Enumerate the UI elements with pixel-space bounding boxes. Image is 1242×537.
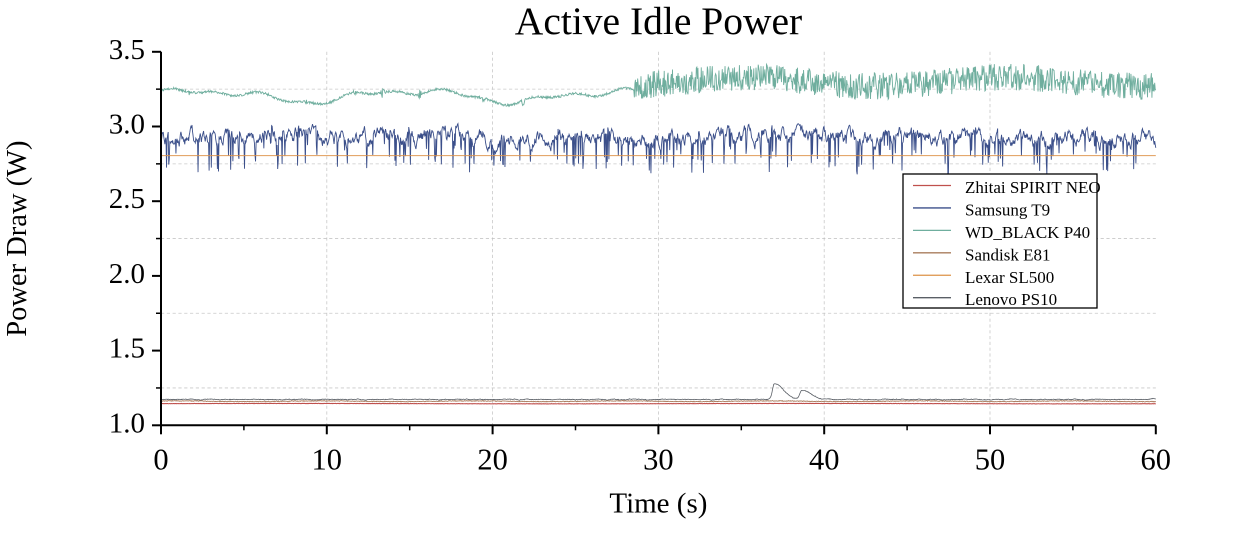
svg-text:60: 60 [1141, 442, 1172, 476]
svg-text:WD_BLACK P40: WD_BLACK P40 [965, 223, 1090, 242]
svg-text:Lexar SL500: Lexar SL500 [965, 268, 1054, 287]
svg-text:1.5: 1.5 [109, 333, 145, 365]
svg-text:Active Idle Power: Active Idle Power [515, 0, 802, 43]
svg-text:Lenovo PS10: Lenovo PS10 [965, 290, 1057, 309]
svg-text:1.0: 1.0 [109, 407, 145, 439]
svg-text:50: 50 [975, 442, 1006, 476]
svg-text:Sandisk E81: Sandisk E81 [965, 245, 1050, 264]
svg-text:3.5: 3.5 [109, 34, 145, 66]
svg-text:10: 10 [312, 442, 343, 476]
svg-text:40: 40 [809, 442, 840, 476]
svg-text:Samsung T9: Samsung T9 [965, 200, 1050, 219]
svg-text:2.5: 2.5 [109, 183, 145, 215]
svg-text:3.0: 3.0 [109, 109, 145, 141]
svg-text:Power Draw (W): Power Draw (W) [2, 140, 33, 336]
svg-text:20: 20 [477, 442, 508, 476]
svg-text:2.0: 2.0 [109, 258, 145, 290]
svg-text:Time (s): Time (s) [609, 487, 707, 519]
svg-text:Zhitai SPIRIT NEO: Zhitai SPIRIT NEO [965, 178, 1101, 197]
svg-text:0: 0 [153, 442, 168, 476]
svg-text:30: 30 [643, 442, 674, 476]
